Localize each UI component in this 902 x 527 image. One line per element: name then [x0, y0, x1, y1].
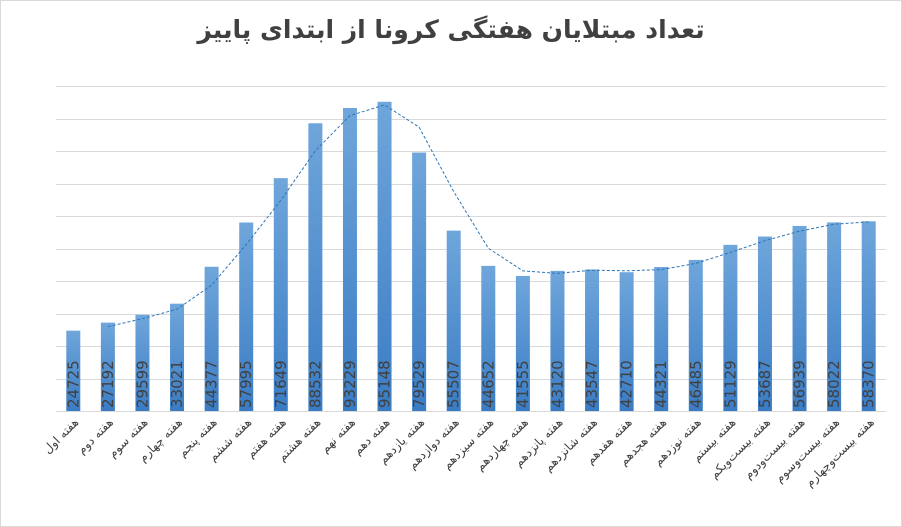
bar-value-label: 88532	[306, 360, 324, 408]
bar-value-label: 43547	[583, 360, 601, 408]
bars	[66, 102, 875, 411]
category-tick-label: هفته اول	[40, 415, 82, 457]
bar-value-label: 58022	[825, 360, 843, 408]
bar-value-label: 57995	[237, 360, 255, 408]
bar-value-label: 33021	[168, 360, 186, 408]
bar-value-label: 71649	[272, 360, 290, 408]
bar-value-label: 41555	[514, 360, 532, 408]
bar-value-label: 56939	[791, 360, 809, 408]
bar-value-label: 46485	[687, 360, 705, 408]
bar-value-label: 53687	[756, 360, 774, 408]
bar-value-label: 55507	[445, 360, 463, 408]
bar-value-labels: 24725 27192 29599 33021 44377 57995 71649 88532…	[64, 360, 877, 408]
bar-value-label: 42710	[618, 360, 636, 408]
bar-value-label: 95148	[376, 360, 394, 408]
bar-value-label: 43120	[548, 360, 566, 408]
bar-value-label: 27192	[99, 360, 117, 408]
bar-value-label: 24725	[64, 360, 82, 408]
bar-value-label: 51129	[721, 360, 739, 408]
bar-value-label: 44321	[652, 360, 670, 408]
bar-value-label: 93229	[341, 360, 359, 408]
bar-value-label: 44652	[479, 360, 497, 408]
bar-value-label: 44377	[203, 360, 221, 408]
bar-value-label: 58370	[860, 360, 878, 408]
bar-value-label: 29599	[133, 360, 151, 408]
bar-value-label: 79529	[410, 360, 428, 408]
